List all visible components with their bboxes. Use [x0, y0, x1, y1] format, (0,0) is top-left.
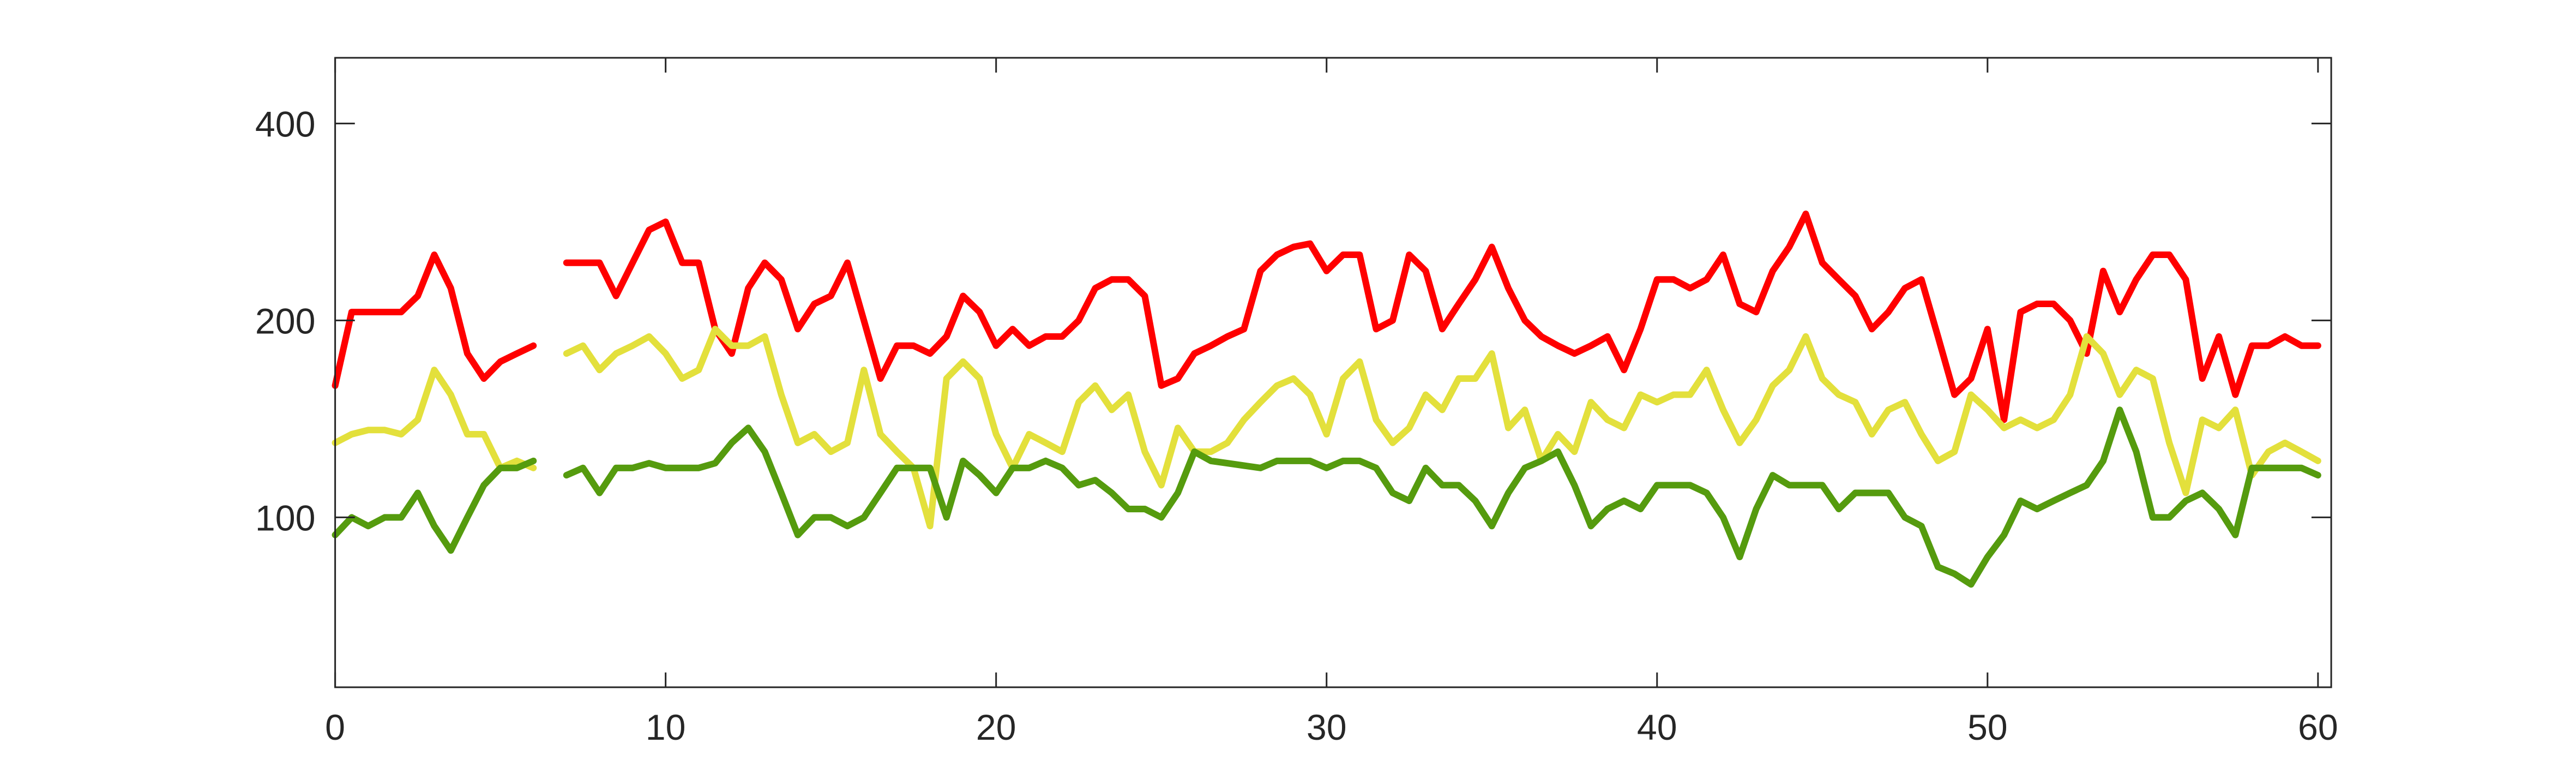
y-tick-label: 400	[255, 104, 316, 145]
data-line	[332, 406, 2321, 588]
data-line	[332, 211, 2321, 423]
x-tick-label: 50	[1967, 708, 2008, 748]
x-tick-label: 30	[1307, 708, 1347, 748]
x-tick-label: 10	[646, 708, 686, 748]
y-tick-label: 200	[255, 301, 316, 341]
x-tick-label: 40	[1637, 708, 1677, 748]
x-tick-label: 60	[2298, 708, 2338, 748]
x-tick-label: 0	[325, 708, 345, 748]
plot-area	[332, 211, 2321, 588]
x-tick-label: 20	[976, 708, 1016, 748]
y-tick-label: 100	[255, 499, 316, 539]
axes-box	[334, 57, 2332, 688]
